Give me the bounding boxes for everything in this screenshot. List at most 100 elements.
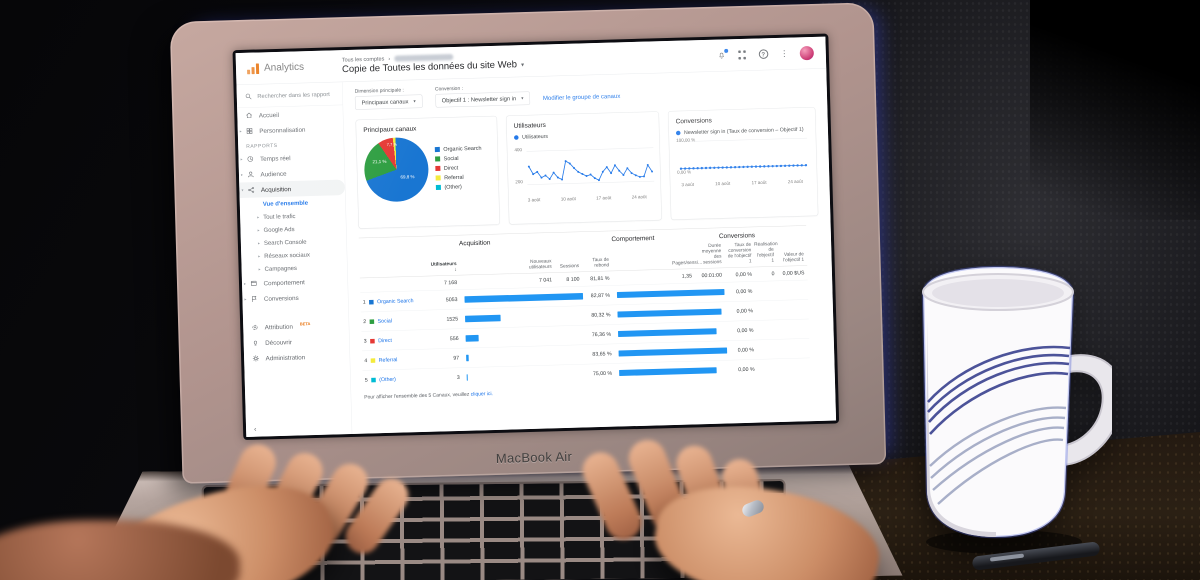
edit-channel-group-link[interactable]: Modifier le groupe de canaux (542, 92, 621, 102)
dimension-select[interactable]: Principaux canaux ▾ (354, 94, 423, 110)
beta-badge: BETA (299, 321, 311, 327)
pie-label-social: 21,1 % (372, 159, 387, 165)
sidebar-item-acquisition[interactable]: ▾ Acquisition (239, 179, 346, 199)
channel-link[interactable]: (Other) (379, 376, 396, 383)
legend-item[interactable]: Direct (435, 164, 482, 171)
legend-swatch (435, 156, 441, 162)
col-header-users[interactable]: Utilisateurs ↓ (430, 261, 457, 273)
flag-icon (251, 296, 257, 303)
search-icon (245, 93, 252, 100)
title-block: Tous les comptes › Copie de Toutes les d… (342, 46, 716, 74)
channel-swatch (369, 319, 375, 324)
notifications-bell-icon[interactable] (716, 48, 729, 61)
users-bar (466, 354, 469, 362)
expand-icon: ▸ (258, 253, 261, 259)
dimension-label: Dimension principale : (354, 87, 404, 95)
sidebar: Rechercher dans les rapport Accueil ▸ Pe… (236, 82, 353, 437)
total-conv-rate: 0,00 % (735, 271, 753, 278)
channels-pie[interactable]: 69,8 % 21,1 % 7,7 % (363, 136, 430, 203)
analytics-logo[interactable]: Analytics (236, 60, 342, 75)
col-header-duration[interactable]: Durée moyenne des sessions (701, 242, 722, 266)
total-new-users: 7 041 (538, 276, 553, 284)
analytics-logo-text: Analytics (263, 61, 305, 74)
users-line-chart[interactable] (526, 139, 655, 193)
help-icon[interactable]: ? (758, 48, 769, 59)
customization-icon (246, 128, 253, 134)
channel-link[interactable]: Organic Search (376, 297, 414, 305)
notification-badge (723, 48, 729, 54)
apps-grid-icon[interactable] (737, 49, 748, 60)
show-all-channels-link[interactable]: cliquer ici. (470, 391, 493, 398)
more-options-icon[interactable]: ⋮ (779, 48, 789, 59)
sidebar-item-temps-reel[interactable]: ▸ Temps réel (240, 154, 291, 163)
report-toolbar: Dimension principale : Principaux canaux… (355, 76, 815, 110)
channel-swatch (370, 338, 375, 344)
sidebar-item-accueil[interactable]: Accueil (237, 105, 343, 123)
legend-item[interactable]: Social (435, 155, 482, 162)
users-card: Utilisateurs Utilisateurs 400 200 (505, 111, 662, 225)
conversions-line-chart[interactable] (678, 135, 808, 178)
legend-item[interactable]: (Other) (435, 183, 483, 190)
col-header-bounce[interactable]: Taux de rebond (592, 256, 610, 269)
total-bounce: 81,81 % (590, 275, 610, 282)
sidebar-item-administration[interactable]: Administration (244, 348, 350, 366)
pie-legend: Organic Search Social Direct Referral (O… (434, 145, 483, 190)
user-avatar[interactable] (799, 45, 814, 61)
col-header-new-users[interactable]: Nouveaux utilisateurs (528, 258, 552, 270)
sidebar-collapse-icon[interactable]: ‹ (253, 424, 257, 433)
pie-label-direct: 7,7 % (386, 142, 398, 147)
sidebar-item-audience[interactable]: ▸ Audience (240, 169, 287, 178)
legend-item[interactable]: Organic Search (434, 145, 482, 152)
header-actions: ? ⋮ (716, 45, 814, 63)
bounce-bar (617, 308, 722, 318)
bounce-bar (617, 328, 717, 338)
expand-icon: ▸ (257, 240, 260, 246)
expand-icon: ▸ (240, 172, 244, 177)
col-header-value[interactable]: Valeur de l'objectif 1 (783, 251, 805, 263)
channels-card: Principaux canaux 69,8 % 21,1 % 7,7 % (355, 115, 500, 229)
behavior-icon (250, 280, 257, 286)
pie-label-organic: 69,8 % (400, 174, 415, 180)
sidebar-item-comportement[interactable]: ▸ Comportement (243, 278, 305, 287)
total-users: 7 168 (443, 279, 458, 286)
sidebar-item-conversions[interactable]: ▸ Conversions (244, 294, 299, 303)
conversions-card-title: Conversions (675, 116, 712, 125)
channel-link[interactable]: Direct (378, 337, 392, 344)
conversion-select[interactable]: Objectif 1 : Newsletter sign in ▾ (435, 91, 531, 108)
channel-link[interactable]: Referral (378, 356, 398, 364)
conversions-card: Conversions Newsletter sign in (Taux de … (667, 106, 819, 221)
search-placeholder: Rechercher dans les rapport (257, 91, 330, 100)
bounce-bar (618, 347, 728, 357)
sidebar-item-personnalisation[interactable]: ▸ Personnalisation (239, 125, 306, 135)
acquisition-icon (248, 186, 255, 193)
sidebar-item-attribution[interactable]: Attribution BETA (243, 317, 349, 335)
main-content: Dimension principale : Principaux canaux… (342, 69, 836, 434)
col-header-conv-rate[interactable]: Taux de conversion de l'objectif 1 (727, 241, 752, 264)
analytics-screen: Analytics Tous les comptes › Copie de To… (235, 36, 837, 437)
users-bar (466, 373, 468, 381)
expand-icon: ▸ (239, 128, 242, 134)
col-header-pages[interactable]: Pages/sessi… (672, 259, 703, 266)
laptop-lid: Analytics Tous les comptes › Copie de To… (169, 2, 887, 484)
channel-swatch (369, 299, 374, 305)
gear-icon (252, 355, 259, 362)
sort-arrow-icon: ↓ (454, 266, 457, 273)
y-axis-tick: 200 (515, 179, 523, 185)
users-legend: Utilisateurs (513, 130, 652, 140)
dimension-group: Dimension principale : Principaux canaux… (355, 87, 423, 110)
users-card-title: Utilisateurs (513, 120, 546, 130)
expand-icon: ▸ (257, 227, 260, 233)
col-header-completions[interactable]: Réalisation de l'objectif 1 (754, 241, 778, 264)
conversions-legend: Newsletter sign in (Taux de conversion –… (675, 126, 809, 136)
channel-swatch (371, 377, 376, 383)
y-axis-tick: 400 (514, 147, 522, 153)
legend-item[interactable]: Referral (435, 174, 483, 181)
breadcrumb-accounts[interactable]: Tous les comptes (341, 55, 385, 63)
users-bar (464, 292, 584, 303)
clock-icon (247, 156, 254, 162)
search-bar[interactable]: Rechercher dans les rapport (236, 83, 343, 109)
col-header-sessions[interactable]: Sessions (559, 263, 580, 270)
sidebar-item-decouvrir[interactable]: Découvrir (243, 333, 349, 351)
channel-link[interactable]: Social (377, 317, 393, 325)
